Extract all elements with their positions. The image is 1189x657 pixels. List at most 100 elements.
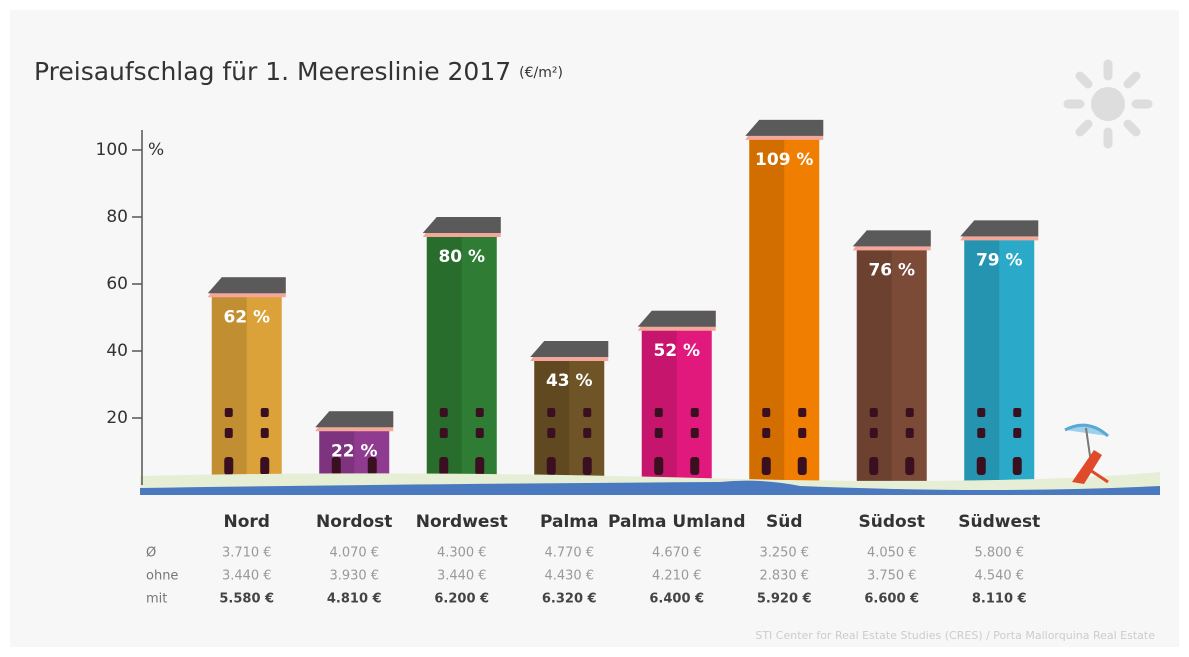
table-cell: 6.200 €: [434, 592, 489, 607]
window: [260, 428, 269, 438]
window: [260, 408, 269, 417]
row-label: Ø: [146, 546, 156, 561]
table-cell: 4.430 €: [544, 569, 594, 584]
window: [869, 428, 878, 438]
bar: [534, 358, 605, 485]
window: [905, 428, 914, 438]
window: [475, 457, 485, 475]
table-cell: 4.540 €: [974, 569, 1024, 584]
window: [1013, 428, 1022, 438]
bar: [641, 328, 712, 485]
chart-title: Preisaufschlag für 1. Meereslinie 2017 (…: [34, 57, 563, 86]
x-tick-label: Südwest: [958, 512, 1040, 532]
y-tick-label: 40: [106, 341, 128, 361]
value-label: 62 %: [223, 307, 270, 327]
window: [976, 457, 986, 475]
value-label: 76 %: [868, 260, 915, 280]
table-cell: 4.050 €: [867, 546, 917, 561]
window: [905, 457, 915, 475]
window: [977, 408, 986, 417]
table-cell: 5.580 €: [219, 592, 274, 607]
bar: [211, 295, 282, 485]
window: [367, 457, 377, 475]
y-tick-label: 20: [106, 408, 128, 428]
window: [905, 408, 914, 417]
window: [869, 457, 879, 475]
table-cell: 6.600 €: [864, 592, 919, 607]
bar: [856, 248, 927, 485]
bar: [426, 235, 497, 485]
x-tick-label: Nordost: [316, 512, 392, 532]
window: [224, 408, 233, 417]
window: [582, 457, 592, 475]
row-label: ohne: [146, 569, 178, 584]
x-tick-label: Palma: [540, 512, 599, 532]
window: [690, 408, 699, 417]
window: [654, 408, 663, 417]
value-label: 79 %: [976, 250, 1023, 270]
table-cell: 3.750 €: [867, 569, 917, 584]
window: [331, 457, 341, 475]
source: STI Center for Real Estate Studies (CRES…: [755, 629, 1155, 642]
roof: [637, 310, 716, 327]
table-cell: 3.930 €: [329, 569, 379, 584]
value-label: 80 %: [438, 247, 485, 267]
x-tick-label: Südost: [859, 512, 925, 532]
roof: [422, 217, 501, 233]
x-tick-label: Süd: [766, 512, 803, 532]
window: [762, 428, 771, 438]
table-cell: 5.920 €: [757, 592, 812, 607]
value-label: 52 %: [653, 341, 700, 361]
table-cell: 2.830 €: [759, 569, 809, 584]
roof: [207, 277, 286, 294]
x-tick-label: Nord: [224, 512, 270, 532]
window: [439, 428, 448, 438]
window: [869, 408, 878, 417]
window: [547, 428, 556, 438]
y-tick-label: 60: [106, 274, 128, 294]
beach-chair: [1064, 423, 1110, 484]
window: [654, 428, 663, 438]
window: [1012, 457, 1022, 475]
window: [583, 408, 592, 417]
window: [439, 408, 448, 417]
window: [690, 428, 699, 438]
value-label: 43 %: [546, 371, 593, 391]
x-tick-label: Nordwest: [416, 512, 508, 532]
window: [1013, 408, 1022, 417]
window: [439, 457, 449, 475]
roof: [960, 220, 1039, 237]
table-cell: 6.400 €: [649, 592, 704, 607]
title-text: Preisaufschlag für 1. Meereslinie 2017: [34, 57, 511, 86]
roof: [745, 119, 824, 136]
bar-shade: [211, 295, 247, 485]
bar: [964, 238, 1035, 485]
window: [654, 457, 664, 475]
table-cell: 4.770 €: [544, 546, 594, 561]
table-cell: 3.440 €: [437, 569, 487, 584]
table-cell: 3.710 €: [222, 546, 272, 561]
table-cell: 3.440 €: [222, 569, 272, 584]
row-label: mit: [146, 592, 167, 607]
roof: [530, 340, 609, 357]
window: [260, 457, 270, 475]
subtitle: (€/m²): [519, 65, 563, 81]
window: [797, 457, 807, 475]
table-cell: 3.250 €: [759, 546, 809, 561]
roof: [315, 411, 394, 428]
bar-shade: [749, 137, 785, 485]
y-tick-label: 80: [106, 207, 128, 227]
window: [224, 457, 234, 475]
window: [475, 428, 484, 438]
window: [798, 408, 807, 417]
x-tick-label: Palma Umland: [608, 512, 746, 532]
ground: [140, 472, 1160, 495]
table-cell: 6.320 €: [542, 592, 597, 607]
window: [977, 428, 986, 438]
window: [761, 457, 771, 475]
table-cell: 4.670 €: [652, 546, 702, 561]
value-label: 22 %: [331, 441, 378, 461]
bar-shade: [856, 248, 892, 485]
bar: [749, 137, 820, 485]
